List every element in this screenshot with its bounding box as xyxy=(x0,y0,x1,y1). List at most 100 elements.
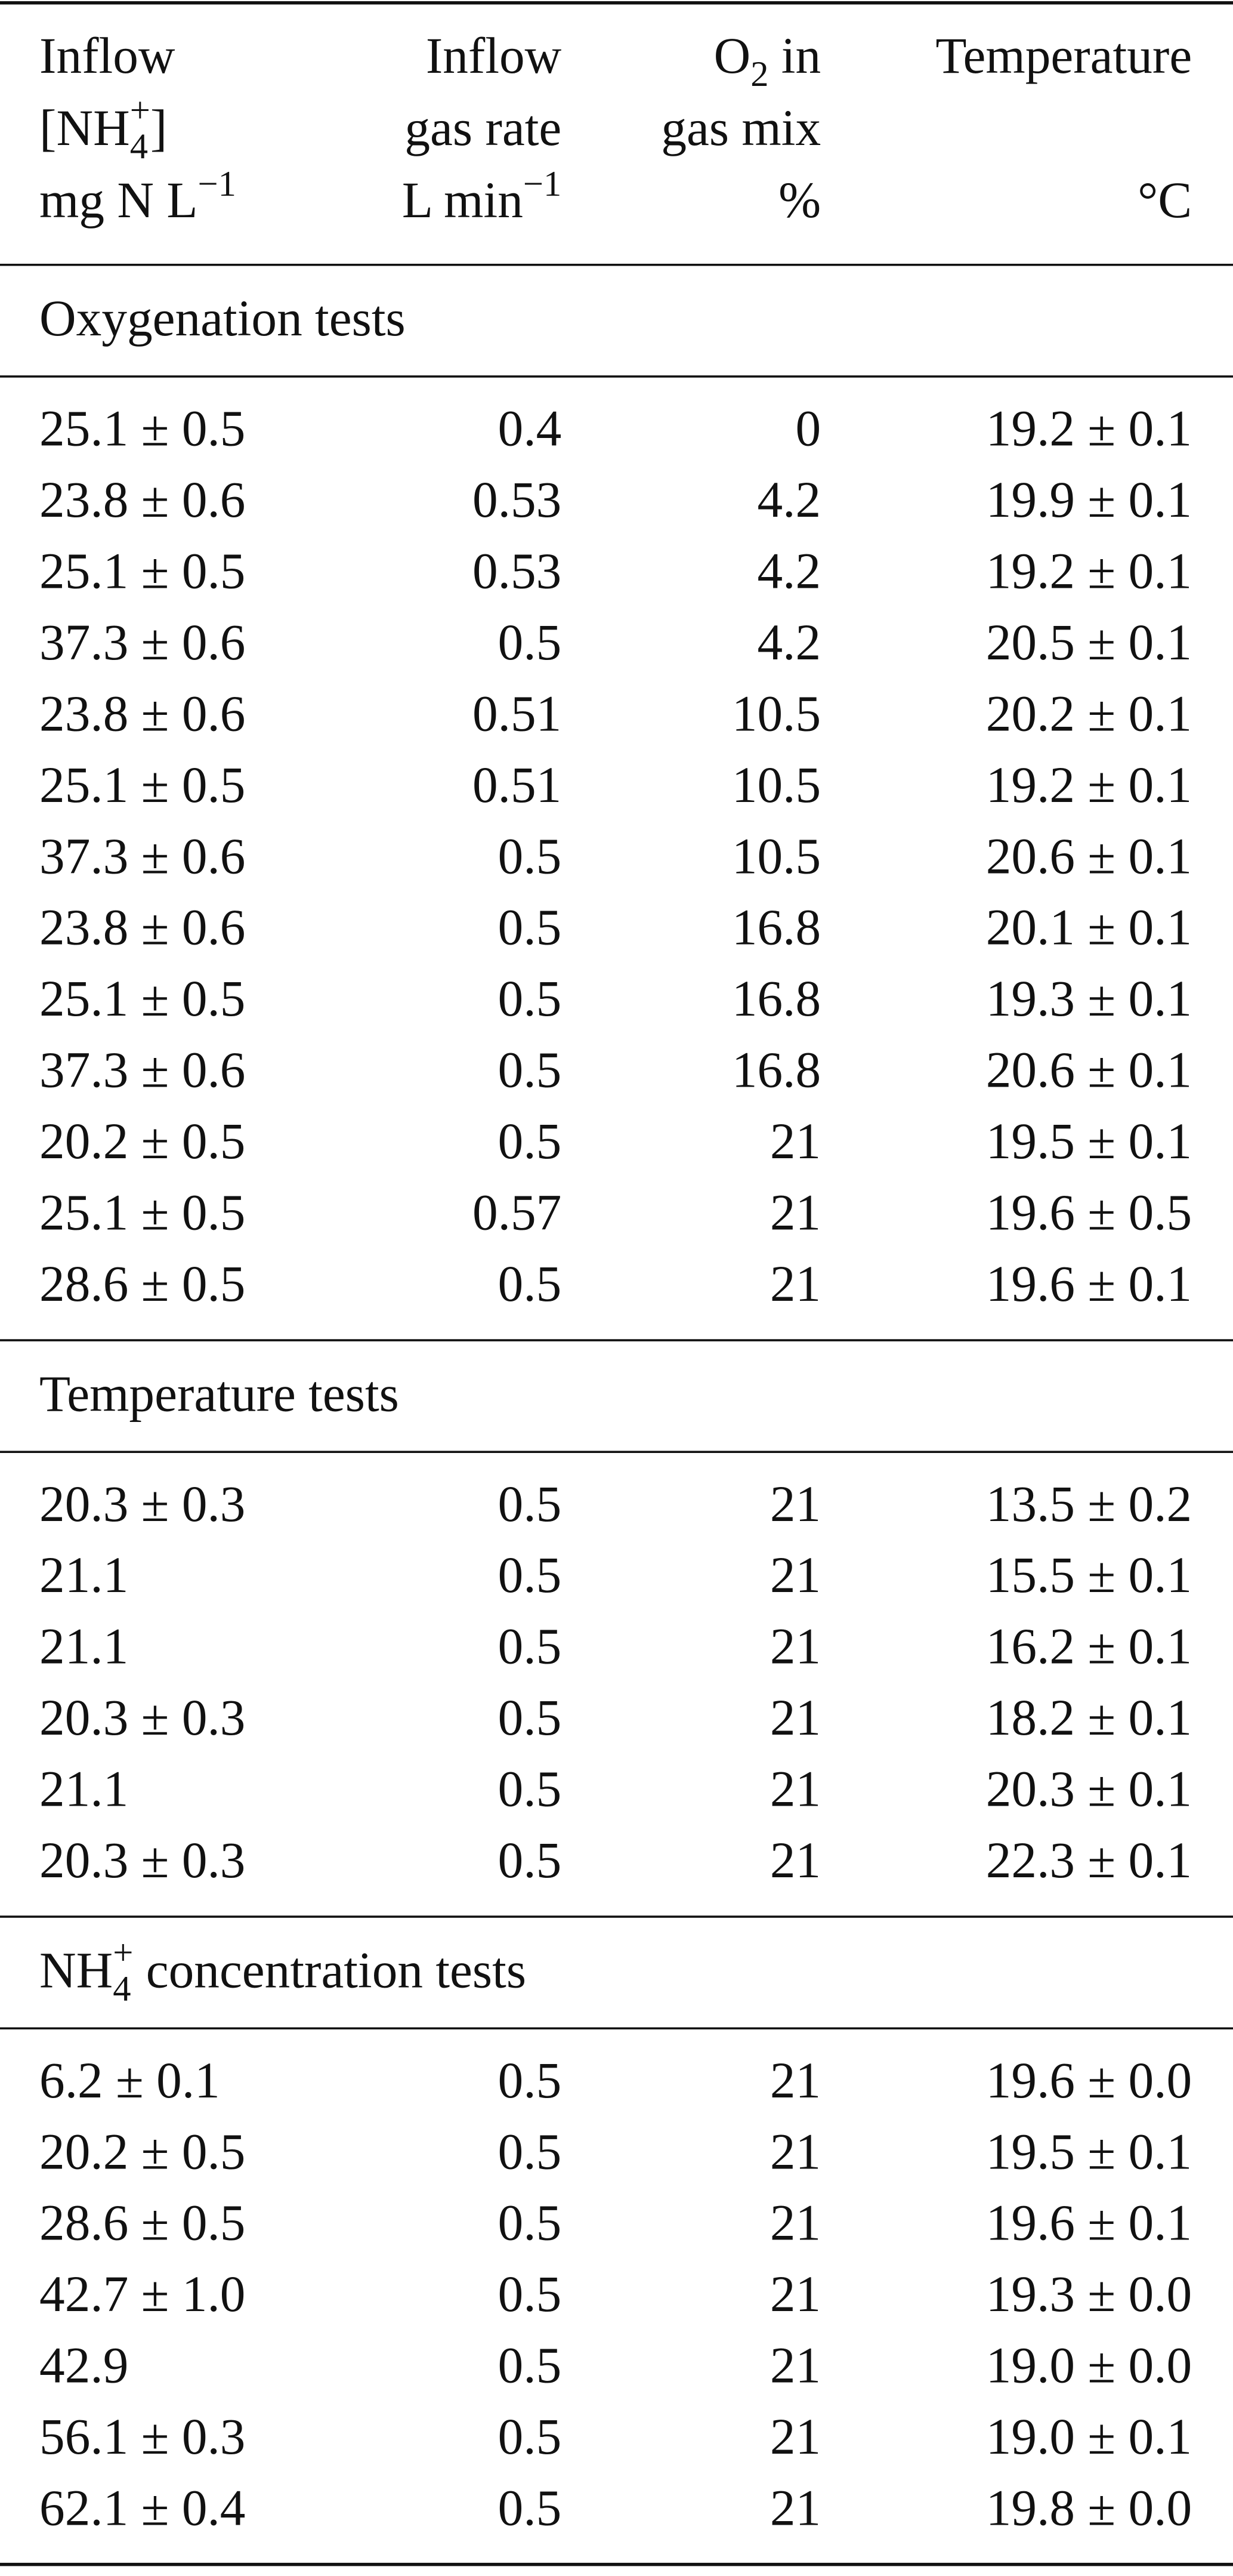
cell: 0.5 xyxy=(498,2053,562,2109)
cell: 20.2 ± 0.5 xyxy=(39,2124,245,2180)
cell: 19.2 ± 0.1 xyxy=(986,757,1192,813)
cell: 0.5 xyxy=(498,2481,562,2537)
cell: 19.5 ± 0.1 xyxy=(986,1113,1192,1170)
cell: 19.9 ± 0.1 xyxy=(986,472,1192,528)
cell: 0.5 xyxy=(498,615,562,671)
cell: 21 xyxy=(770,2053,821,2109)
cell: 0.5 xyxy=(498,2124,562,2180)
cell: 4.2 xyxy=(758,615,821,671)
cell: 21.1 xyxy=(39,1619,128,1675)
cell: 10.5 xyxy=(732,828,821,884)
text-part: + xyxy=(113,1933,133,1973)
cell: 15.5 ± 0.1 xyxy=(986,1547,1192,1603)
text-part: °C xyxy=(1138,172,1192,229)
cell: 20.6 ± 0.1 xyxy=(986,1042,1192,1099)
cell: 18.2 ± 0.1 xyxy=(986,1690,1192,1746)
text-part: Temperature xyxy=(935,28,1192,84)
cell: 20.3 ± 0.3 xyxy=(39,1832,245,1889)
text-part: gas mix xyxy=(661,100,821,156)
header-cell: O2 in xyxy=(714,28,821,94)
text-part: + xyxy=(130,90,150,130)
cell: 20.3 ± 0.3 xyxy=(39,1690,245,1746)
cell: 0.5 xyxy=(498,828,562,884)
cell: 10.5 xyxy=(732,757,821,813)
cell: 37.3 ± 0.6 xyxy=(39,615,245,671)
header-cell: Inflow xyxy=(39,28,175,84)
cell: 20.3 ± 0.3 xyxy=(39,1476,245,1532)
cell: 23.8 ± 0.6 xyxy=(39,472,245,528)
text-part: Oxygenation tests xyxy=(39,291,406,347)
text-part: L min xyxy=(402,172,523,229)
text-part: in xyxy=(768,28,821,84)
cell: 21.1 xyxy=(39,1547,128,1603)
cell: 25.1 ± 0.5 xyxy=(39,543,245,599)
cell: 0.5 xyxy=(498,2409,562,2465)
cell: 0.5 xyxy=(498,1690,562,1746)
cell: 0 xyxy=(796,401,821,457)
cell: 0.57 xyxy=(472,1185,561,1241)
cell: 0.5 xyxy=(498,1547,562,1603)
cell: 10.5 xyxy=(732,686,821,742)
cell: 19.6 ± 0.1 xyxy=(986,2195,1192,2251)
text-part: Inflow xyxy=(426,28,562,84)
cell: 0.4 xyxy=(498,401,562,457)
text-part: Inflow xyxy=(39,28,175,84)
cell: 21 xyxy=(770,1185,821,1241)
cell: 20.5 ± 0.1 xyxy=(986,615,1192,671)
cell: 0.5 xyxy=(498,1256,562,1312)
cell: 6.2 ± 0.1 xyxy=(39,2053,220,2109)
header-cell: Temperature xyxy=(935,28,1192,84)
cell: 21 xyxy=(770,2338,821,2394)
cell: 0.5 xyxy=(498,1832,562,1889)
cell: 19.6 ± 0.1 xyxy=(986,1256,1192,1312)
cell: 0.5 xyxy=(498,1113,562,1170)
text-part: −1 xyxy=(523,164,561,204)
cell: 28.6 ± 0.5 xyxy=(39,2195,245,2251)
text-part: Temperature tests xyxy=(39,1366,399,1422)
header-unit: mg N L−1 xyxy=(39,164,236,229)
section-title: Temperature tests xyxy=(39,1366,399,1422)
cell: 21 xyxy=(770,1619,821,1675)
cell: 19.5 ± 0.1 xyxy=(986,2124,1192,2180)
section-title: Oxygenation tests xyxy=(39,291,406,347)
text-part: NH xyxy=(39,1942,113,1998)
header-unit: L min−1 xyxy=(402,164,561,229)
cell: 25.1 ± 0.5 xyxy=(39,401,245,457)
cell: 20.2 ± 0.1 xyxy=(986,686,1192,742)
cell: 25.1 ± 0.5 xyxy=(39,757,245,813)
cell: 20.3 ± 0.1 xyxy=(986,1761,1192,1818)
cell: 19.0 ± 0.0 xyxy=(986,2338,1192,2394)
cell: 37.3 ± 0.6 xyxy=(39,828,245,884)
text-part: [NH xyxy=(39,100,130,156)
cell: 21 xyxy=(770,2195,821,2251)
header-unit: % xyxy=(778,172,821,229)
header-cell: gas mix xyxy=(661,100,821,156)
cell: 16.2 ± 0.1 xyxy=(986,1619,1192,1675)
text-part: 4 xyxy=(130,127,148,166)
cell: 25.1 ± 0.5 xyxy=(39,1185,245,1241)
section-title: NH4+ concentration tests xyxy=(39,1933,526,2009)
cell: 13.5 ± 0.2 xyxy=(986,1476,1192,1532)
cell: 21 xyxy=(770,1690,821,1746)
cell: 20.1 ± 0.1 xyxy=(986,900,1192,956)
cell: 37.3 ± 0.6 xyxy=(39,1042,245,1099)
text-part: gas rate xyxy=(404,100,561,156)
text-part: ] xyxy=(150,100,167,156)
text-part: O xyxy=(714,28,751,84)
text-part: −1 xyxy=(197,164,236,204)
cell: 21 xyxy=(770,1476,821,1532)
text-part: 4 xyxy=(113,1969,131,2009)
cell: 23.8 ± 0.6 xyxy=(39,900,245,956)
cell: 0.5 xyxy=(498,1761,562,1818)
cell: 0.5 xyxy=(498,900,562,956)
cell: 62.1 ± 0.4 xyxy=(39,2481,245,2537)
cell: 19.2 ± 0.1 xyxy=(986,401,1192,457)
cell: 42.7 ± 1.0 xyxy=(39,2266,245,2322)
cell: 16.8 xyxy=(732,1042,821,1099)
text-part: % xyxy=(778,172,821,229)
cell: 21 xyxy=(770,2124,821,2180)
cell: 19.0 ± 0.1 xyxy=(986,2409,1192,2465)
cell: 0.5 xyxy=(498,1619,562,1675)
cell: 20.6 ± 0.1 xyxy=(986,828,1192,884)
